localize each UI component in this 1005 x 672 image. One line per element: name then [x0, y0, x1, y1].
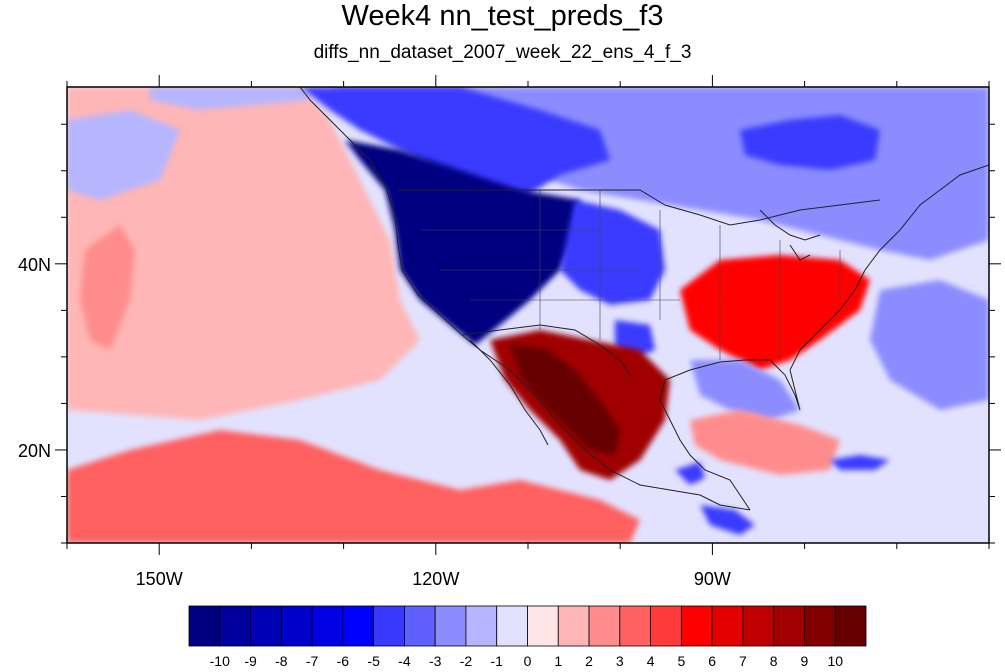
region-gulf-of-mexico-negative — [690, 360, 800, 420]
colorbar-swatch — [404, 605, 436, 647]
colorbar-swatch — [834, 605, 867, 647]
colorbar-label: -8 — [275, 653, 288, 669]
region-hawaii-area-positive — [80, 225, 135, 350]
colorbar-swatch — [250, 605, 282, 647]
colorbar-swatch — [711, 605, 744, 647]
colorbar-swatch — [311, 605, 344, 647]
colorbar-swatch — [650, 605, 682, 647]
region-hudson-bay-negative — [740, 115, 880, 170]
region-atlantic-negative — [870, 280, 989, 410]
colorbar-swatch — [742, 605, 775, 647]
region-southeast-us-positive — [680, 255, 870, 370]
colorbar-label: 9 — [801, 653, 809, 669]
region-mexico-core-positive — [510, 345, 620, 455]
colorbar-swatch — [188, 605, 221, 647]
baja-coastline — [469, 339, 549, 446]
x-tick-label: 120W — [412, 569, 459, 589]
colorbar-swatch — [804, 605, 836, 647]
us-mexico-border — [461, 324, 631, 376]
colorbar-label: 4 — [647, 653, 655, 669]
colorbar-swatch — [619, 605, 651, 647]
colorbar-label: 0 — [524, 653, 532, 669]
colorbar-label: -3 — [429, 653, 442, 669]
colorbar-label: -2 — [460, 653, 473, 669]
y-tick-label: 20N — [18, 441, 51, 461]
colorbar-label: 8 — [770, 653, 778, 669]
colorbar-label: 3 — [616, 653, 624, 669]
region-tropical-pacific-positive — [67, 430, 640, 543]
colorbar-label: -4 — [398, 653, 411, 669]
colorbar-swatch — [434, 605, 467, 647]
colorbar-swatch — [219, 605, 251, 647]
colorbar-label: 6 — [708, 653, 716, 669]
x-tick-label: 90W — [694, 569, 731, 589]
colorbar-label: -10 — [210, 653, 230, 669]
colorbar-label: -7 — [306, 653, 319, 669]
colorbar-swatch — [557, 605, 590, 647]
colorbar-swatch — [373, 605, 405, 647]
x-tick-label: 150W — [136, 569, 183, 589]
colorbar-label: -5 — [367, 653, 380, 669]
region-canada-west-strong-negative — [300, 87, 610, 200]
colorbar-label: -9 — [244, 653, 257, 669]
region-caribbean-positive — [690, 410, 840, 475]
colorbar-swatch — [342, 605, 375, 647]
map-subtitle: diffs_nn_dataset_2007_week_22_ens_4_f_3 — [313, 42, 692, 63]
us-canada-border — [398, 189, 881, 226]
state-borders — [420, 190, 841, 360]
colorbar-swatch — [465, 605, 498, 647]
colorbar-swatch — [280, 605, 313, 647]
region-north-pacific-mixed — [67, 87, 310, 200]
colorbar-label: 10 — [827, 653, 843, 669]
colorbar-label: 1 — [554, 653, 562, 669]
colorbar-label: -1 — [491, 653, 504, 669]
region-us-west-extreme-negative — [345, 140, 580, 345]
axis-ticks: 150W 120W 90W 40N 20N — [18, 75, 1001, 589]
colorbar-label: 5 — [677, 653, 685, 669]
colorbar-swatch — [527, 605, 559, 647]
colorbar-label: -6 — [337, 653, 350, 669]
map-title: Week4 nn_test_preds_f3 — [341, 0, 664, 32]
coastline-layer — [299, 87, 989, 511]
y-tick-label: 40N — [18, 255, 51, 275]
colorbar-swatch — [680, 605, 713, 647]
great-lakes — [759, 209, 821, 261]
colorbar-swatch — [588, 605, 621, 647]
colorbar-label: 7 — [739, 653, 747, 669]
colorbar-swatch — [773, 605, 805, 647]
colorbar: -10 -9 -8 -7 -6 -5 -4 -3 -2 -1 0 1 2 3 4 5 6 7 8 9 10 — [188, 605, 867, 669]
region-central-america-negative — [675, 455, 890, 535]
colorbar-swatch — [496, 605, 528, 647]
region-great-plains-negative — [560, 200, 665, 360]
colorbar-label: 2 — [585, 653, 593, 669]
